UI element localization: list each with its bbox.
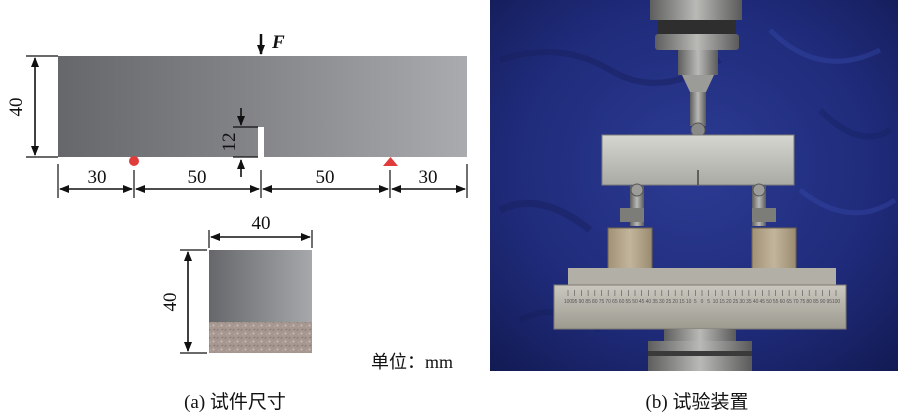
ruler-number: 80 (592, 299, 598, 305)
ruler-number: 10 (686, 299, 692, 305)
ruler-number: 30 (659, 299, 665, 305)
ruler-number: 100 (832, 299, 841, 305)
ruler-number: 0 (701, 299, 704, 305)
fixture-base-plate (568, 268, 836, 288)
notch (258, 127, 264, 158)
ruler-number: 45 (639, 299, 645, 305)
ruler-number: 35 (652, 299, 658, 305)
dim-left-half-span-label: 50 (188, 167, 207, 188)
ruler-number: 25 (666, 299, 672, 305)
dim-right-half-span-label: 50 (316, 167, 335, 188)
ruler-number: 100 (564, 299, 573, 305)
base-ruler-scale: 100 95 90 85 80 75 70 65 60 55 50 45 40 35 30 25 20 15 10 5… (564, 290, 841, 305)
ruler-number: 60 (780, 299, 786, 305)
ruler-number: 95 (827, 299, 833, 305)
dim-section-height-label: 40 (160, 293, 181, 312)
panel-a-specimen-dimensions: F 40 12 30 50 50 30 (6, 32, 468, 413)
ruler-number: 20 (726, 299, 732, 305)
dim-right-overhang-label: 30 (419, 167, 438, 188)
ruler-number: 10 (713, 299, 719, 305)
dim-left-overhang-label: 30 (88, 167, 107, 188)
dim-notch-depth-label: 12 (219, 133, 240, 152)
support-roller-marker (383, 157, 398, 166)
ruler-number: 90 (820, 299, 826, 305)
ruler-number: 5 (694, 299, 697, 305)
ruler-number: 75 (800, 299, 806, 305)
caption-a: (a) 试件尺寸 (184, 391, 286, 413)
ruler-number: 70 (793, 299, 799, 305)
upper-grip-collar (650, 0, 742, 20)
caption-b: (b) 试验装置 (646, 391, 749, 413)
panel-b-test-setup-photo: 100 95 90 85 80 75 70 65 60 55 50 45 40 35 30 25 20 15 10 5… (490, 0, 898, 413)
fixture-base-beam (553, 284, 847, 330)
ruler-number: 50 (766, 299, 772, 305)
ruler-number: 40 (646, 299, 652, 305)
ruler-number: 15 (719, 299, 725, 305)
ruler-number: 95 (572, 299, 578, 305)
dim-height-main-label: 40 (6, 98, 27, 117)
upper-loading-rod (678, 50, 718, 75)
ruler-number: 20 (672, 299, 678, 305)
section-bottom-concrete (209, 322, 312, 353)
unit-label: 单位：mm (371, 352, 453, 372)
ruler-number: 70 (605, 299, 611, 305)
ruler-number: 55 (773, 299, 779, 305)
ruler-number: 30 (739, 299, 745, 305)
ruler-number: 60 (619, 299, 625, 305)
ruler-number: 90 (579, 299, 585, 305)
ruler-number: 85 (813, 299, 819, 305)
dim-section-width-label: 40 (252, 213, 271, 234)
ruler-number: 80 (806, 299, 812, 305)
ruler-number: 35 (746, 299, 752, 305)
ruler-number: 50 (632, 299, 638, 305)
section-top-gray (209, 250, 312, 322)
ruler-number: 55 (626, 299, 632, 305)
ruler-number: 40 (753, 299, 759, 305)
ruler-number: 5 (707, 299, 710, 305)
ruler-number: 25 (733, 299, 739, 305)
ruler-number: 45 (760, 299, 766, 305)
ruler-number: 85 (585, 299, 591, 305)
ruler-number: 15 (679, 299, 685, 305)
ruler-number: 65 (786, 299, 792, 305)
force-label: F (271, 32, 285, 53)
span-dimension-chain (57, 164, 468, 198)
ruler-number: 75 (599, 299, 605, 305)
ruler-number: 65 (612, 299, 618, 305)
support-pin-marker (129, 156, 139, 166)
